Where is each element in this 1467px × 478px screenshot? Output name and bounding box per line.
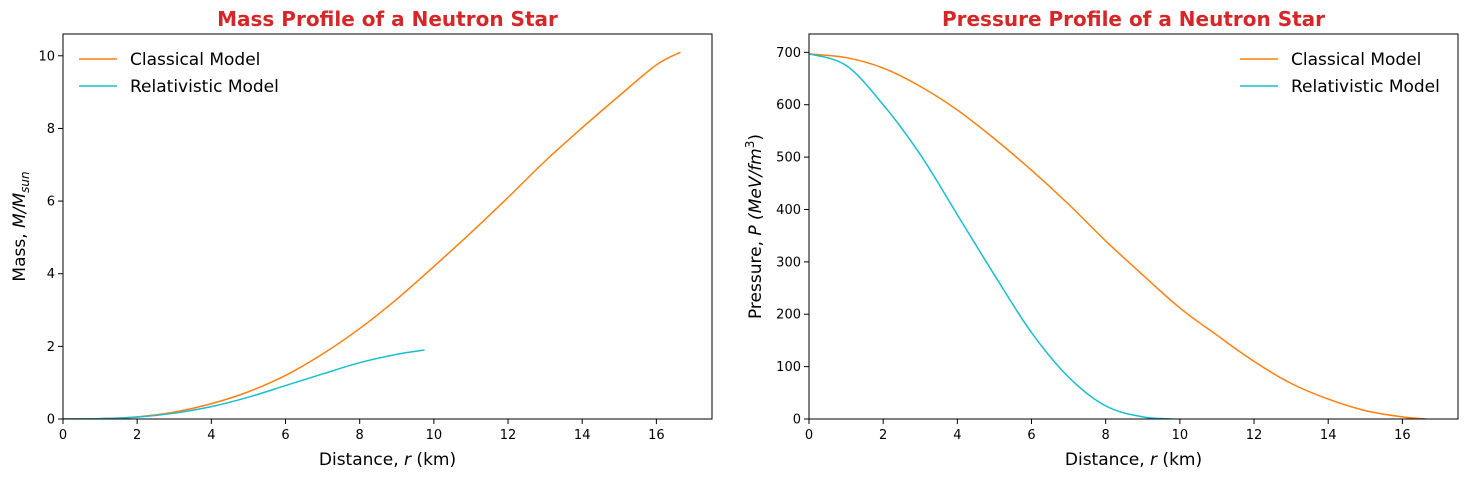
pressure-series-classical-line (809, 53, 1427, 419)
pressure-plot-area (809, 53, 1427, 419)
pressure-chart-title: Pressure Profile of a Neutron Star (942, 7, 1325, 31)
pressure-chart: Pressure Profile of a Neutron Star 0 2 4 6 8… (743, 7, 1459, 470)
mass-y-tick-label: 10 (38, 49, 55, 64)
mass-x-tick-label: 12 (500, 428, 517, 443)
pressure-y-tick-label: 600 (776, 98, 801, 113)
mass-legend-label-classical: Classical Model (130, 50, 260, 70)
mass-x-tick-label: 0 (59, 428, 67, 443)
mass-x-tick-label: 8 (356, 428, 364, 443)
pressure-x-tick-label: 10 (1172, 428, 1189, 443)
pressure-y-tick-label: 0 (793, 413, 801, 428)
pressure-y-ticks: 0 100 200 300 400 500 600 700 (776, 46, 809, 428)
pressure-y-tick-label: 200 (776, 308, 801, 323)
pressure-y-tick-label: 100 (776, 360, 801, 375)
pressure-y-tick-label: 500 (776, 151, 801, 166)
pressure-x-tick-label: 0 (805, 428, 813, 443)
mass-x-tick-label: 10 (426, 428, 443, 443)
mass-y-ticks: 0 2 4 6 8 10 (38, 49, 63, 428)
mass-x-axis-label: Distance, r (km) (319, 450, 456, 470)
pressure-axes-frame (808, 33, 1459, 420)
mass-chart-title: Mass Profile of a Neutron Star (217, 7, 558, 31)
mass-legend-label-relativistic: Relativistic Model (130, 77, 279, 97)
pressure-x-axis-label: Distance, r (km) (1065, 450, 1202, 470)
mass-y-tick-label: 8 (47, 122, 55, 137)
mass-y-tick-label: 6 (47, 195, 55, 210)
mass-x-tick-label: 2 (133, 428, 141, 443)
mass-x-tick-label: 16 (648, 428, 665, 443)
pressure-x-tick-label: 2 (879, 428, 887, 443)
mass-plot-area (63, 51, 681, 419)
pressure-x-tick-label: 16 (1394, 428, 1411, 443)
mass-series-relativistic-line (63, 349, 425, 419)
pressure-y-axis-label: Pressure, P (MeV/fm3) (743, 134, 766, 319)
mass-y-tick-label: 4 (47, 267, 55, 282)
mass-axes-frame (62, 33, 713, 420)
pressure-x-tick-label: 14 (1320, 428, 1337, 443)
pressure-legend-label-classical: Classical Model (1291, 50, 1421, 70)
pressure-y-tick-label: 300 (776, 255, 801, 270)
mass-x-tick-label: 6 (281, 428, 289, 443)
pressure-legend-label-relativistic: Relativistic Model (1291, 77, 1440, 97)
pressure-y-tick-label: 400 (776, 203, 801, 218)
pressure-x-ticks: 0 2 4 6 8 10 12 14 16 (805, 419, 1411, 443)
mass-y-axis-label: Mass, M/Msun (10, 171, 32, 281)
mass-x-ticks: 0 2 4 6 8 10 12 14 16 (59, 419, 665, 443)
pressure-x-tick-label: 12 (1246, 428, 1263, 443)
mass-y-tick-label: 2 (47, 340, 55, 355)
mass-legend: Classical Model Relativistic Model (79, 50, 279, 97)
mass-series-classical-line (63, 51, 681, 419)
pressure-legend: Classical Model Relativistic Model (1240, 50, 1440, 97)
mass-chart: Mass Profile of a Neutron Star 0 2 4 6 8 10 12… (10, 7, 713, 470)
mass-y-tick-label: 0 (47, 413, 55, 428)
pressure-x-tick-label: 8 (1102, 428, 1110, 443)
pressure-x-tick-label: 6 (1027, 428, 1035, 443)
mass-x-tick-label: 14 (574, 428, 591, 443)
mass-x-tick-label: 4 (207, 428, 215, 443)
pressure-series-relativistic-line (809, 53, 1173, 419)
pressure-x-tick-label: 4 (953, 428, 961, 443)
pressure-y-tick-label: 700 (776, 46, 801, 61)
